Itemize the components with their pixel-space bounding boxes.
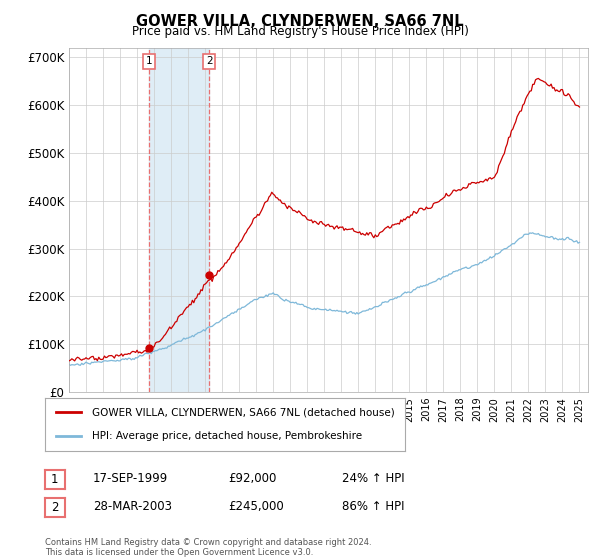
Text: £92,000: £92,000 — [228, 472, 277, 486]
Bar — [149, 48, 209, 392]
Text: Contains HM Land Registry data © Crown copyright and database right 2024.
This d: Contains HM Land Registry data © Crown c… — [45, 538, 371, 557]
Text: 24% ↑ HPI: 24% ↑ HPI — [342, 472, 404, 486]
Text: Price paid vs. HM Land Registry's House Price Index (HPI): Price paid vs. HM Land Registry's House … — [131, 25, 469, 38]
Text: GOWER VILLA, CLYNDERWEN, SA66 7NL: GOWER VILLA, CLYNDERWEN, SA66 7NL — [136, 14, 464, 29]
Text: 2: 2 — [206, 56, 212, 66]
Text: £245,000: £245,000 — [228, 500, 284, 514]
Text: 86% ↑ HPI: 86% ↑ HPI — [342, 500, 404, 514]
Text: 2: 2 — [51, 501, 59, 514]
Text: 17-SEP-1999: 17-SEP-1999 — [93, 472, 168, 486]
Text: GOWER VILLA, CLYNDERWEN, SA66 7NL (detached house): GOWER VILLA, CLYNDERWEN, SA66 7NL (detac… — [92, 408, 395, 418]
Text: 1: 1 — [146, 56, 152, 66]
Text: 28-MAR-2003: 28-MAR-2003 — [93, 500, 172, 514]
Text: 1: 1 — [51, 473, 59, 486]
Text: HPI: Average price, detached house, Pembrokeshire: HPI: Average price, detached house, Pemb… — [92, 431, 362, 441]
